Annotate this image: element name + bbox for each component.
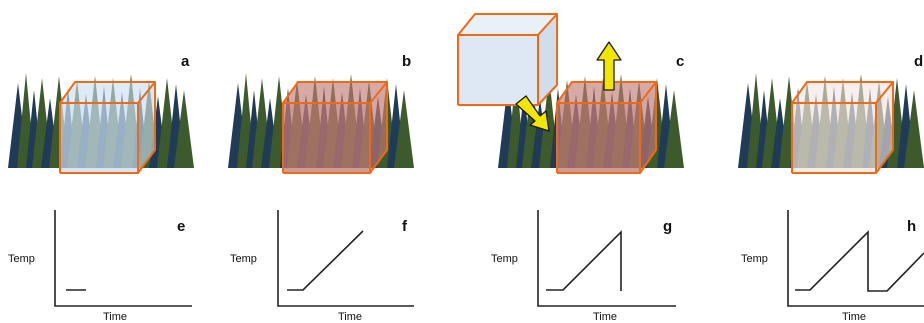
graph-letter-f: f [402,218,408,235]
conifer-tree [904,90,924,168]
axes-g [537,210,676,307]
air-volume-box-c [556,81,657,174]
panel-letter-b: b [402,53,411,70]
panel-letter-a: a [181,53,190,70]
panel-letter-c: c [676,53,684,70]
panel-b: b [228,53,414,174]
panel-d: d [738,53,924,174]
x-axis-label-f: Time [338,311,362,323]
axes-h [787,210,924,307]
displaced-air-cube [457,13,558,106]
panel-letter-d: d [914,53,923,70]
temp-curve-h [795,230,924,292]
graph-e: Temp Time e [8,210,192,323]
panel-a: a [8,53,194,174]
x-axis-label-h: Time [842,311,866,323]
yellow-arrow-down-icon [515,95,550,132]
air-volume-box-d [791,81,894,174]
temp-curve-f [287,230,364,291]
air-volume-box-b [282,81,388,174]
axes-f [277,210,414,307]
y-axis-label-h: Temp [741,253,768,265]
graph-f: Temp Time f [230,210,414,323]
y-axis-label-g: Temp [491,253,518,265]
graph-letter-h: h [907,218,916,235]
y-axis-label-e: Temp [8,253,35,265]
panel-c: c [457,13,684,174]
conifer-tree [664,90,684,168]
graph-g: Temp Time g [491,210,676,323]
air-volume-box-a [59,81,156,174]
temp-curve-g [546,230,622,291]
conifer-tree [174,90,194,168]
x-axis-label-e: Time [103,311,127,323]
graph-h: Temp Time h [741,210,924,323]
yellow-arrow-up-icon [596,41,622,91]
axes-e [54,210,192,307]
conifer-tree [394,90,414,168]
y-axis-label-f: Temp [230,253,257,265]
graph-letter-e: e [177,218,185,235]
graph-letter-g: g [663,218,672,235]
x-axis-label-g: Time [593,311,617,323]
